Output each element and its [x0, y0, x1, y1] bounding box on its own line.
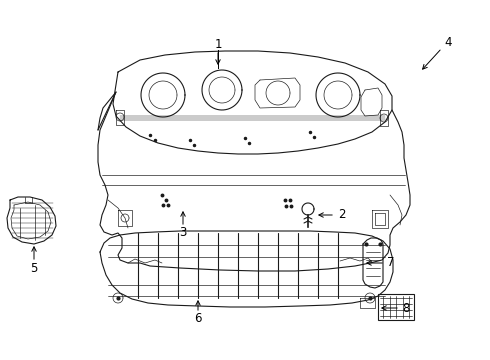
Text: 7: 7: [387, 256, 395, 270]
Text: 4: 4: [444, 36, 452, 49]
Text: 5: 5: [30, 261, 38, 274]
Text: 3: 3: [179, 226, 187, 239]
Bar: [378, 294, 414, 320]
Text: 8: 8: [402, 302, 410, 315]
Text: 2: 2: [338, 208, 346, 221]
Text: 1: 1: [214, 37, 222, 50]
Text: 6: 6: [194, 312, 202, 325]
